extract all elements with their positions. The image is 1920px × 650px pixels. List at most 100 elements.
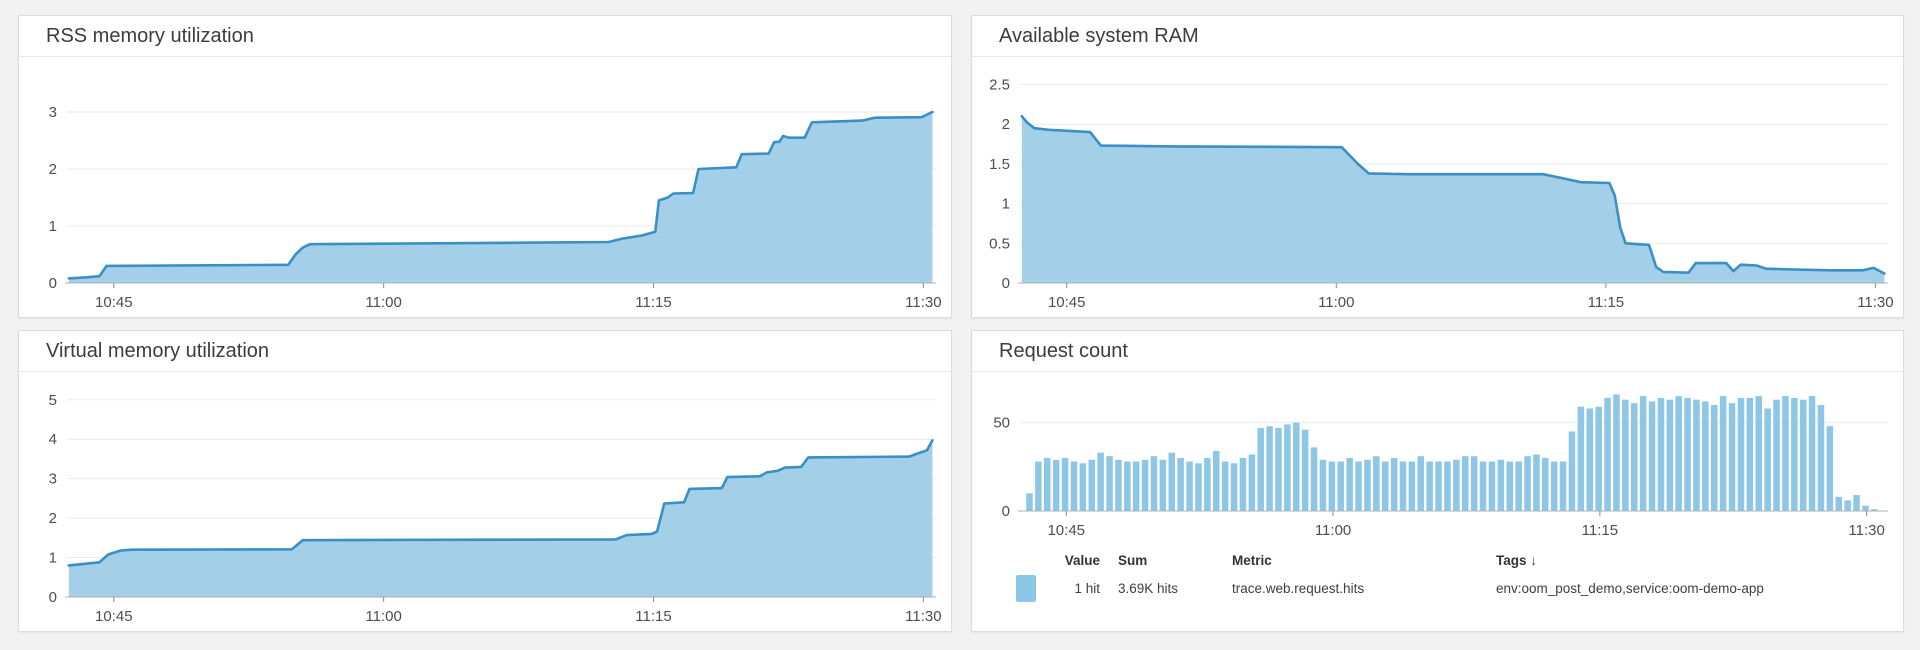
request-bar[interactable]: [1853, 495, 1860, 511]
request-bar[interactable]: [1186, 461, 1193, 512]
request-bar[interactable]: [1595, 406, 1602, 511]
request-bar[interactable]: [1817, 405, 1825, 511]
request-bar[interactable]: [1506, 461, 1514, 512]
request-bar[interactable]: [1150, 456, 1158, 511]
request-bar[interactable]: [1248, 454, 1256, 512]
request-count-plot[interactable]: 10:45 11:00 11:15 11:30 0 50: [972, 372, 1903, 541]
request-bar[interactable]: [1355, 461, 1362, 512]
request-bar[interactable]: [1337, 461, 1345, 512]
request-bar[interactable]: [1346, 458, 1353, 511]
area-fill[interactable]: [1021, 116, 1885, 283]
request-bar[interactable]: [1550, 461, 1558, 512]
request-bar[interactable]: [1497, 459, 1505, 511]
request-bar[interactable]: [1639, 396, 1647, 511]
request-bar[interactable]: [1417, 456, 1425, 511]
request-bar[interactable]: [1435, 461, 1442, 512]
request-bar[interactable]: [1515, 461, 1522, 512]
request-bar[interactable]: [1035, 461, 1042, 512]
request-bar[interactable]: [1746, 397, 1754, 511]
request-count-chart[interactable]: 10:45 11:00 11:15 11:30 0 50: [972, 372, 1903, 541]
request-bar[interactable]: [1195, 463, 1202, 511]
request-bar[interactable]: [1026, 493, 1033, 511]
request-bar[interactable]: [1470, 456, 1478, 511]
request-bar[interactable]: [1800, 399, 1807, 511]
rss-memory-chart[interactable]: 10:45 11:00 11:15 11:30 0 1 2 3: [19, 57, 951, 317]
legend-header-tags-sort[interactable]: Tags ↓: [1496, 553, 1538, 568]
request-bar[interactable]: [1773, 399, 1780, 511]
available-ram-plot[interactable]: 10:45 11:00 11:15 11:30 0 0.5 1 1.5 2 2.5: [972, 57, 1903, 317]
request-bar[interactable]: [1115, 459, 1122, 511]
request-bar[interactable]: [1826, 426, 1834, 511]
request-bar[interactable]: [1204, 458, 1211, 511]
request-bar[interactable]: [1079, 463, 1087, 511]
request-bar[interactable]: [1239, 458, 1247, 511]
request-bar[interactable]: [1124, 461, 1131, 512]
request-bar[interactable]: [1177, 458, 1184, 511]
request-bar[interactable]: [1675, 396, 1682, 511]
request-bar[interactable]: [1319, 459, 1327, 511]
request-bar[interactable]: [1844, 500, 1851, 511]
request-bar[interactable]: [1052, 459, 1060, 511]
virtual-memory-plot[interactable]: 10:45 11:00 11:15 11:30 0 1 2 3 4 5: [19, 372, 951, 631]
request-bar[interactable]: [1426, 461, 1433, 512]
request-bar[interactable]: [1622, 399, 1629, 511]
request-bar[interactable]: [1284, 424, 1291, 511]
rss-memory-plot[interactable]: 10:45 11:00 11:15 11:30 0 1 2 3: [19, 57, 951, 317]
request-bar[interactable]: [1044, 458, 1051, 511]
request-bar[interactable]: [1719, 396, 1727, 511]
request-bar[interactable]: [1301, 429, 1309, 511]
request-bar[interactable]: [1266, 426, 1273, 511]
request-bar[interactable]: [1871, 509, 1878, 511]
request-bar[interactable]: [1230, 463, 1238, 511]
request-bar[interactable]: [1684, 397, 1691, 511]
request-bar[interactable]: [1097, 452, 1104, 511]
request-bar[interactable]: [1782, 396, 1789, 511]
request-bar[interactable]: [1533, 454, 1540, 512]
request-bar[interactable]: [1257, 427, 1265, 511]
request-bar[interactable]: [1132, 461, 1140, 512]
request-bar[interactable]: [1613, 394, 1620, 511]
request-bar[interactable]: [1631, 403, 1638, 511]
request-bar[interactable]: [1604, 397, 1611, 511]
request-bar[interactable]: [1657, 397, 1665, 511]
request-bar[interactable]: [1221, 461, 1229, 512]
request-bar[interactable]: [1835, 496, 1843, 511]
request-bar[interactable]: [1070, 461, 1078, 512]
request-bar[interactable]: [1462, 456, 1469, 511]
request-bar[interactable]: [1568, 431, 1576, 512]
request-bar[interactable]: [1542, 458, 1549, 511]
area-line[interactable]: [67, 110, 934, 280]
request-bar[interactable]: [1373, 456, 1380, 511]
series-color-swatch[interactable]: [1016, 575, 1036, 602]
request-bar[interactable]: [1524, 456, 1531, 511]
request-bar[interactable]: [1737, 397, 1745, 511]
request-bar[interactable]: [1693, 399, 1700, 511]
request-bar[interactable]: [1862, 505, 1869, 511]
request-bar[interactable]: [1141, 459, 1149, 511]
request-bar[interactable]: [1088, 459, 1096, 511]
request-bar[interactable]: [1453, 459, 1460, 511]
request-bar[interactable]: [1559, 461, 1567, 512]
request-bar[interactable]: [1791, 397, 1798, 511]
request-bar[interactable]: [1382, 461, 1389, 512]
available-ram-chart[interactable]: 10:45 11:00 11:15 11:30 0 0.5 1 1.5 2 2.5: [972, 57, 1903, 317]
request-bar[interactable]: [1328, 461, 1336, 512]
request-bar[interactable]: [1159, 459, 1167, 511]
request-bar[interactable]: [1764, 408, 1771, 512]
request-bar[interactable]: [1666, 399, 1674, 511]
request-bar[interactable]: [1702, 401, 1709, 511]
request-bar[interactable]: [1648, 401, 1656, 511]
area-fill[interactable]: [68, 440, 933, 597]
request-bar[interactable]: [1479, 461, 1487, 512]
request-bar[interactable]: [1213, 450, 1220, 511]
request-bar[interactable]: [1106, 456, 1113, 511]
request-bar[interactable]: [1399, 461, 1407, 512]
request-bar[interactable]: [1808, 396, 1816, 511]
area-line[interactable]: [67, 439, 934, 567]
request-bar[interactable]: [1586, 408, 1594, 512]
request-bar[interactable]: [1577, 406, 1585, 511]
request-bar[interactable]: [1728, 403, 1736, 511]
request-bar[interactable]: [1711, 405, 1718, 511]
request-bar[interactable]: [1408, 461, 1416, 512]
area-fill[interactable]: [68, 112, 933, 283]
